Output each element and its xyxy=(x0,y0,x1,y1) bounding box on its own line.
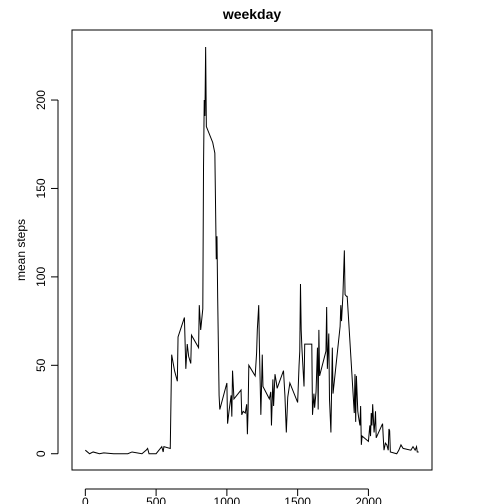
x-tick-label: 1500 xyxy=(284,495,311,504)
plot-box xyxy=(71,29,433,471)
x-tick-label: 0 xyxy=(82,495,89,504)
x-tick-label: 500 xyxy=(146,495,166,504)
x-tick-label: 1000 xyxy=(214,495,241,504)
chart-title: weekday xyxy=(222,6,282,22)
y-tick-label: 150 xyxy=(34,178,48,198)
y-tick-label: 200 xyxy=(34,90,48,110)
y-tick-label: 100 xyxy=(34,267,48,287)
y-tick-label: 50 xyxy=(34,358,48,372)
y-axis-label: mean steps xyxy=(14,219,28,281)
y-tick-label: 0 xyxy=(34,450,48,457)
x-tick-label: 2000 xyxy=(355,495,382,504)
data-line xyxy=(85,46,419,455)
